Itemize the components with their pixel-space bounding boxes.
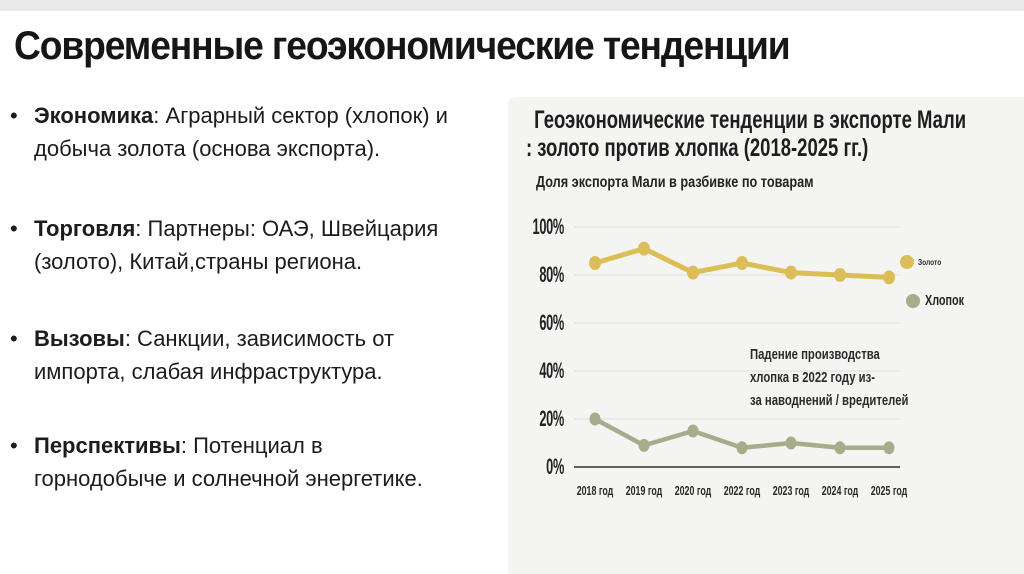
bullet-dot: • [10, 216, 18, 241]
bullet-term: Вызовы [34, 326, 125, 351]
data-point [785, 436, 797, 450]
x-tick-label: 2024 год [821, 483, 859, 498]
bullet-rest: : Санкции, зависимость от [124, 326, 395, 351]
data-point [638, 241, 650, 256]
bullet-dot: • [10, 103, 18, 128]
bullet-term: Перспективы [34, 433, 181, 458]
slide-title: Современные геоэкономические тенденции [14, 24, 791, 68]
bullet-rest: : Аграрный сектор (хлопок) и [153, 103, 448, 128]
bullet-dot: • [10, 326, 18, 351]
chart-plot [574, 226, 900, 468]
x-tick-label: 2018 год [576, 483, 614, 498]
x-tick-label: 2025 год [870, 483, 908, 498]
y-tick-label: 60% [539, 310, 564, 335]
y-tick-label: 80% [539, 262, 564, 287]
legend-item-cotton: Хлопок [906, 292, 979, 309]
chart-subtitle: Доля экспорта Мали в разбивке по товарам [536, 174, 814, 191]
legend-dot-gold [900, 255, 914, 269]
bullet-term: Торговля [34, 216, 136, 241]
data-point [687, 424, 699, 438]
x-tick-label: 2022 год [723, 483, 761, 498]
data-point [589, 256, 601, 270]
data-point [883, 270, 895, 285]
y-tick-label: 0% [546, 454, 564, 479]
data-point [638, 438, 650, 452]
bullet-text: Вызовы: Санкции, зависимость от импорта, … [34, 322, 492, 388]
x-tick-label: 2023 год [772, 483, 810, 498]
data-point [687, 265, 699, 280]
legend-dot-cotton [906, 293, 920, 308]
bullet-rest: : Партнеры: ОАЭ, Швейцария [135, 216, 439, 241]
bullet-text: Перспективы: Потенциал в горнодобыче и со… [34, 429, 492, 495]
bullet-line2: импорта, слабая инфраструктура. [34, 359, 383, 384]
annotation-line: хлопка в 2022 году из- [750, 370, 875, 386]
y-tick-label: 40% [539, 358, 564, 383]
bullet-line2: горнодобыче и солнечной энергетике. [34, 466, 423, 491]
legend-label-cotton: Хлопок [925, 292, 965, 309]
chart-panel: Геоэкономические тенденции в экспорте Ма… [508, 97, 1024, 574]
bullet-rest: : Потенциал в [180, 433, 323, 458]
x-tick-label: 2020 год [674, 483, 712, 498]
bullet-dot: • [10, 433, 18, 458]
chart-title-line1: Геоэкономические тенденции в экспорте Ма… [534, 106, 967, 134]
bullet-term: Экономика [34, 103, 154, 128]
chart-title: Геоэкономические тенденции в экспорте Ма… [526, 106, 966, 162]
bullet-item-trade: • Торговля: Партнеры: ОАЭ, Швейцария (зол… [8, 212, 492, 278]
bullet-line2: добыча золота (основа экспорта). [34, 136, 381, 161]
chart-annotation: Падение производства хлопка в 2022 году … [750, 344, 908, 413]
data-point [589, 412, 601, 426]
bullet-item-challenges: • Вызовы: Санкции, зависимость от импорта… [8, 322, 492, 388]
chart-title-line2: : золото против хлопка (2018-2025 гг.) [526, 134, 869, 162]
bullet-line2: (золото), Китай,страны региона. [34, 249, 363, 274]
bullet-text: Торговля: Партнеры: ОАЭ, Швейцария (золот… [34, 212, 492, 278]
legend-label-gold: Золото [918, 257, 942, 267]
data-point [736, 441, 748, 455]
bullet-item-prospects: • Перспективы: Потенциал в горнодобыче и … [8, 429, 492, 495]
data-point [883, 441, 895, 455]
data-point [834, 441, 846, 455]
y-tick-label: 100% [532, 214, 565, 239]
legend-item-gold: Золото [900, 255, 948, 269]
data-point [834, 268, 846, 282]
data-point [736, 256, 748, 270]
bullet-text: Экономика: Аграрный сектор (хлопок) и доб… [34, 99, 492, 165]
y-tick-label: 20% [539, 406, 564, 431]
bullet-item-economy: • Экономика: Аграрный сектор (хлопок) и д… [8, 99, 492, 165]
data-point [785, 265, 797, 280]
x-tick-label: 2019 год [625, 483, 663, 498]
annotation-line: за наводнений / вредителей [750, 393, 909, 409]
annotation-line: Падение производства [750, 347, 880, 363]
slide-top-border [0, 0, 1024, 11]
